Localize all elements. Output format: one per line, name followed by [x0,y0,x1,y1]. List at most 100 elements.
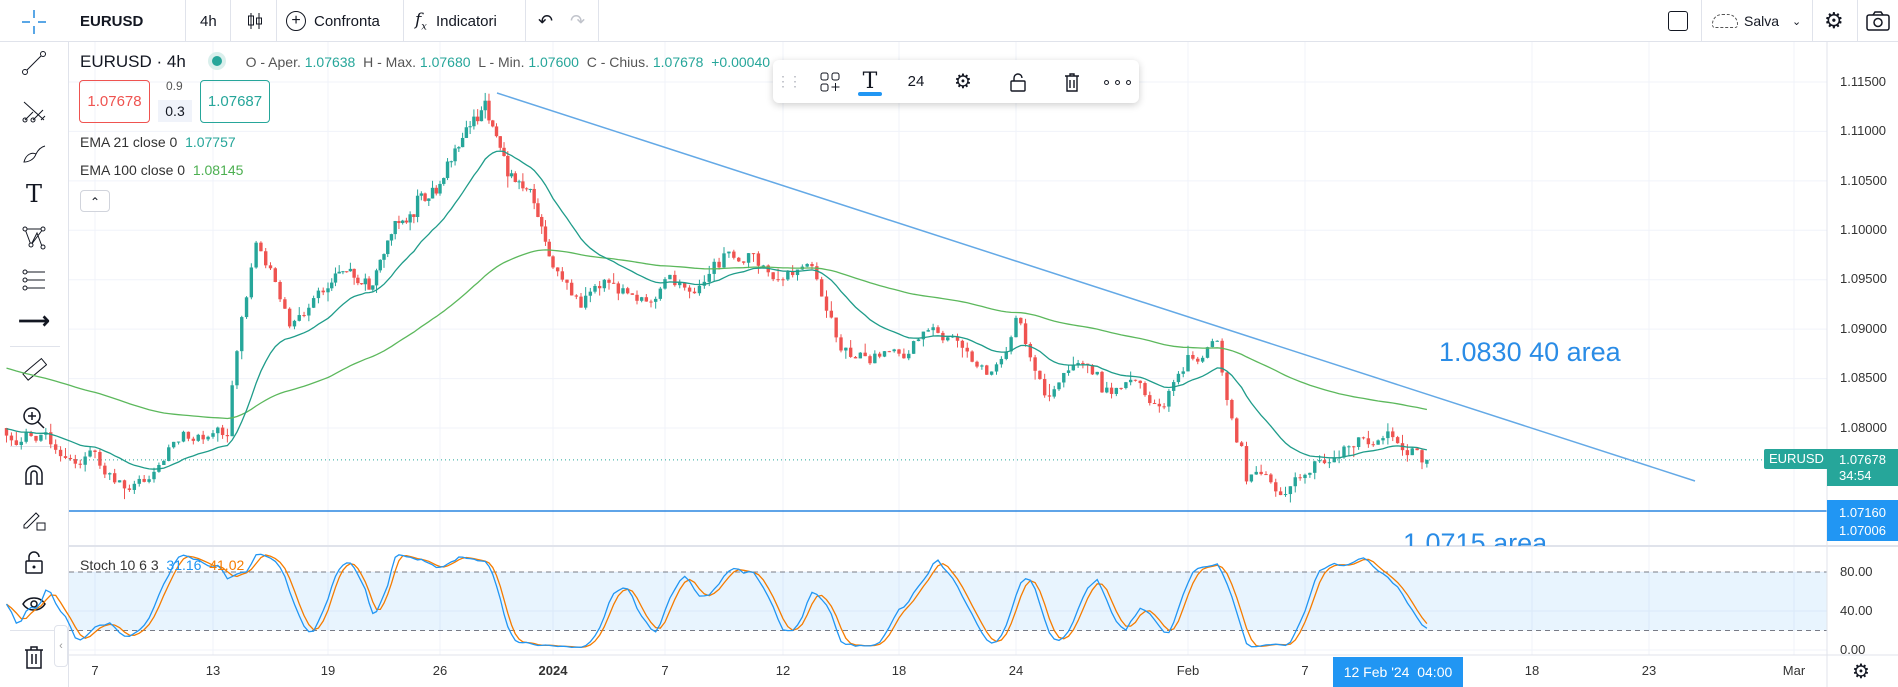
candle [682,282,687,291]
candle [264,248,268,269]
candle-body [137,478,141,484]
candle-body [386,240,390,255]
brush-icon[interactable] [20,139,48,167]
buy-button[interactable]: 1.07687 [200,80,270,123]
sell-button[interactable]: 1.07678 [79,80,150,123]
ema100-legend[interactable]: EMA 100 close 0 1.08145 [80,162,243,178]
unlock-icon[interactable] [1003,60,1033,103]
layout-square-icon[interactable] [1668,0,1688,42]
candle [873,350,877,364]
candle [955,333,960,348]
candle [472,109,476,130]
candle [1191,351,1195,361]
candle [445,158,450,181]
candle [117,480,122,483]
template-icon[interactable] [815,60,845,103]
candle-body [907,353,911,359]
ema21-line [6,150,1428,470]
candle [1371,441,1375,447]
camera-icon[interactable] [1866,0,1890,42]
axis-settings-gear-icon[interactable]: ⚙ [1852,661,1870,683]
time-tick: 23 [1641,663,1657,678]
settings-gear-icon[interactable]: ⚙ [954,71,972,93]
crosshair-icon[interactable] [20,8,48,36]
lock-icon[interactable] [20,548,48,576]
candle-body [1004,351,1008,359]
candle-body [1181,371,1185,374]
collapse-legend-button[interactable]: ⌃ [80,190,110,212]
candle-body [658,288,663,299]
candle-body [644,297,649,302]
more-options-icon[interactable]: ∘∘∘ [1101,73,1135,91]
delete-trash-icon[interactable] [1057,60,1087,103]
lock-drawings-icon[interactable] [20,505,48,533]
candle [167,444,171,462]
ema21-legend[interactable]: EMA 21 close 0 1.07757 [80,134,236,150]
candle [53,439,58,454]
stoch-legend[interactable]: Stoch 10 6 3 31.16 41.02 [80,557,244,573]
annotation-upper[interactable]: 1.0830 40 area [1439,337,1621,367]
candle-body [521,181,525,189]
candle-body [989,371,994,375]
candle [400,219,405,225]
candle [216,426,220,442]
save-button[interactable]: Salva [1712,0,1779,42]
trend-line-icon[interactable] [20,49,48,77]
cursor-time: 04:00 [1417,664,1453,680]
candle-body [824,296,829,311]
pattern-icon[interactable] [20,224,48,252]
prediction-icon[interactable] [20,266,48,294]
candle-body [1023,323,1028,345]
candle-body [602,279,607,289]
candle [1157,398,1162,413]
redo-icon[interactable]: ↷ [570,10,586,31]
candle-body [692,291,697,294]
text-tool-icon[interactable]: T [25,180,42,208]
ruler-icon[interactable] [20,356,48,384]
symbol-search-button[interactable]: EURUSD [80,12,144,30]
font-size-button[interactable]: 24 [907,73,925,90]
drag-handle-icon[interactable]: ⋮⋮ [776,73,802,89]
candle-body [1143,383,1147,396]
save-chevron-down-icon[interactable]: ⌄ [1792,15,1802,28]
candle-body [834,317,838,338]
candle [363,273,368,291]
trash-icon[interactable] [20,644,48,672]
candle [1283,486,1288,497]
annotation-lower[interactable]: 1.0715 area [1403,528,1548,546]
candle [397,215,401,230]
candle-body [389,234,394,241]
candle [1148,391,1152,406]
magnet-icon[interactable] [20,461,48,489]
time-tick: 18 [1524,663,1540,678]
pitchfork-icon[interactable] [20,97,48,125]
text-color-icon[interactable]: T [853,60,887,103]
candle-body [975,361,979,367]
candle [211,430,215,439]
indicators-button[interactable]: fx Indicatori [415,0,497,42]
gear-icon[interactable]: ⚙ [1824,8,1844,33]
plus-circle-icon: + [286,11,306,31]
candle [805,263,809,268]
candle-body [616,283,621,294]
arrow-right-icon[interactable]: ⟶ [18,308,50,333]
candle-body [122,480,127,489]
candle-body [103,465,107,475]
candle-body [621,288,625,294]
cursor-date: 12 Feb '24 [1343,664,1410,680]
candle [644,294,649,302]
candle-body [583,295,588,308]
candle-body [848,347,853,357]
candle [1143,381,1147,397]
zoom-in-icon[interactable] [20,404,48,432]
candle [1062,372,1066,388]
candles-icon[interactable] [246,0,264,42]
candle-body [513,173,518,182]
interval-button[interactable]: 4h [200,12,217,30]
compare-button[interactable]: + Confronta [286,0,380,42]
candle-body [1244,446,1249,482]
collapse-left-panel-button[interactable]: ‹ [54,625,68,667]
candle [887,350,892,353]
undo-icon[interactable]: ↶ [538,10,554,31]
